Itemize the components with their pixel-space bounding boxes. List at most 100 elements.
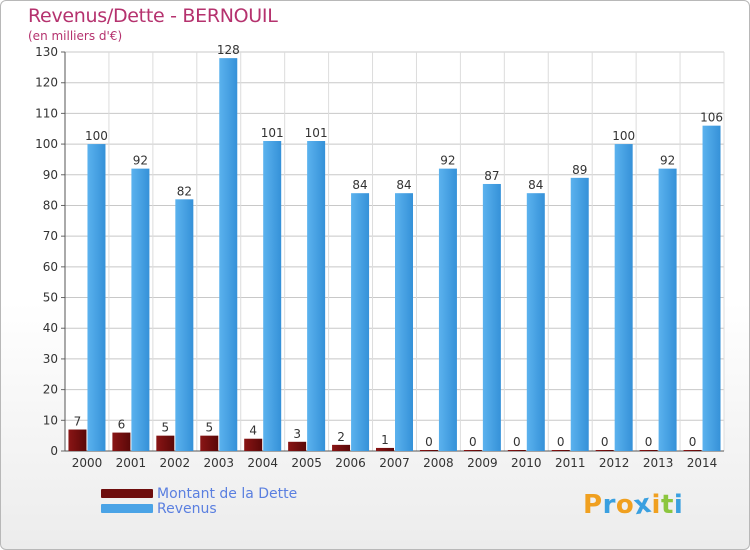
bar-revenus	[614, 144, 633, 452]
data-label-dette: 4	[249, 424, 257, 438]
data-label-dette: 0	[469, 435, 477, 449]
data-label-revenus: 92	[660, 154, 675, 168]
y-tick-label: 10	[43, 413, 58, 427]
bar-dette	[200, 435, 219, 451]
bar-dette	[376, 447, 394, 451]
x-tick-label: 2004	[247, 456, 278, 470]
data-label-revenus: 82	[177, 184, 192, 198]
data-label-dette: 7	[74, 415, 82, 429]
data-label-revenus: 100	[612, 129, 635, 143]
y-tick-label: 40	[43, 321, 58, 335]
bar-revenus	[658, 168, 677, 451]
data-label-dette: 0	[645, 435, 653, 449]
data-label-dette: 0	[557, 435, 565, 449]
proxiti-logo: Proxiti	[583, 489, 684, 522]
bar-revenus	[395, 193, 413, 451]
x-tick-label: 2000	[72, 456, 103, 470]
bar-revenus	[482, 183, 501, 451]
x-tick-label: 2012	[599, 456, 630, 470]
x-tick-label: 2007	[379, 456, 410, 470]
bar-revenus	[702, 125, 721, 452]
bar-revenus	[526, 193, 545, 451]
y-tick-label: 110	[35, 106, 58, 120]
data-label-dette: 5	[205, 421, 213, 435]
y-tick-label: 0	[50, 444, 58, 458]
logo-letter: t	[660, 490, 674, 520]
bar-dette	[68, 429, 87, 451]
bar-dette	[639, 450, 658, 451]
x-tick-label: 2006	[335, 456, 366, 470]
data-label-revenus: 92	[133, 154, 148, 168]
data-label-dette: 0	[601, 435, 609, 449]
x-tick-label: 2002	[160, 456, 191, 470]
data-label-revenus: 100	[85, 129, 108, 143]
bars	[68, 58, 721, 452]
y-tick-label: 20	[43, 383, 58, 397]
bar-revenus	[438, 168, 457, 451]
chart-subtitle: (en milliers d'€)	[28, 29, 123, 43]
x-tick-label: 2009	[467, 456, 498, 470]
bar-dette	[683, 450, 702, 451]
bar-dette	[507, 450, 526, 451]
data-label-dette: 0	[689, 435, 697, 449]
labels: 0102030405060708090100110120130200071002…	[35, 43, 723, 470]
x-tick-label: 2013	[643, 456, 674, 470]
x-tick-label: 2008	[423, 456, 454, 470]
x-tick-label: 2005	[291, 456, 322, 470]
y-tick-label: 120	[35, 76, 58, 90]
bar-dette	[595, 450, 614, 451]
legend-label-dette: Montant de la Dette	[157, 485, 298, 502]
x-tick-label: 2011	[555, 456, 586, 470]
bar-revenus	[570, 177, 589, 452]
y-tick-label: 50	[43, 291, 58, 305]
legend-item-revenus: Revenus	[101, 500, 297, 517]
bar-dette	[332, 444, 351, 451]
data-label-dette: 3	[293, 427, 301, 441]
bar-dette	[288, 441, 307, 451]
y-tick-label: 130	[35, 45, 58, 59]
logo-letter: i	[651, 490, 661, 520]
bar-dette	[244, 438, 263, 451]
legend: Montant de la Dette Revenus	[101, 485, 298, 517]
bar-dette	[156, 435, 175, 451]
data-label-dette: 1	[381, 433, 389, 447]
legend-swatch-revenus	[101, 504, 153, 513]
data-label-revenus: 106	[700, 111, 723, 125]
x-tick-label: 2010	[511, 456, 542, 470]
axes	[61, 51, 724, 452]
bar-dette	[112, 432, 131, 451]
data-label-dette: 2	[337, 430, 345, 444]
data-label-revenus: 84	[352, 178, 367, 192]
legend-label-revenus: Revenus	[157, 500, 217, 517]
logo-letter: r	[602, 490, 616, 520]
data-label-revenus: 84	[396, 178, 411, 192]
logo-letter: o	[615, 490, 635, 520]
bar-revenus	[87, 144, 106, 452]
data-label-revenus: 92	[440, 154, 455, 168]
logo-letter: i	[673, 490, 684, 520]
y-tick-label: 80	[43, 198, 58, 212]
data-label-dette: 5	[162, 421, 170, 435]
x-tick-label: 2014	[687, 456, 718, 470]
data-label-revenus: 89	[572, 163, 587, 177]
bar-revenus	[307, 141, 326, 451]
x-tick-label: 2003	[203, 456, 234, 470]
chart-title: Revenus/Dette - BERNOUIL	[28, 5, 278, 27]
plot-background	[65, 52, 724, 451]
grid-lines	[64, 51, 725, 452]
y-tick-label: 70	[43, 229, 58, 243]
legend-swatch-dette	[101, 489, 153, 498]
data-label-revenus: 84	[528, 178, 543, 192]
x-tick-label: 2001	[116, 456, 147, 470]
legend-item-dette: Montant de la Dette	[101, 485, 298, 502]
y-tick-label: 30	[43, 352, 58, 366]
bar-revenus	[131, 168, 150, 451]
y-tick-label: 60	[43, 260, 58, 274]
data-label-revenus: 128	[217, 43, 240, 57]
data-label-revenus: 101	[305, 126, 328, 140]
data-label-revenus: 87	[484, 169, 499, 183]
bar-revenus	[351, 193, 370, 451]
bar-dette	[419, 450, 438, 451]
